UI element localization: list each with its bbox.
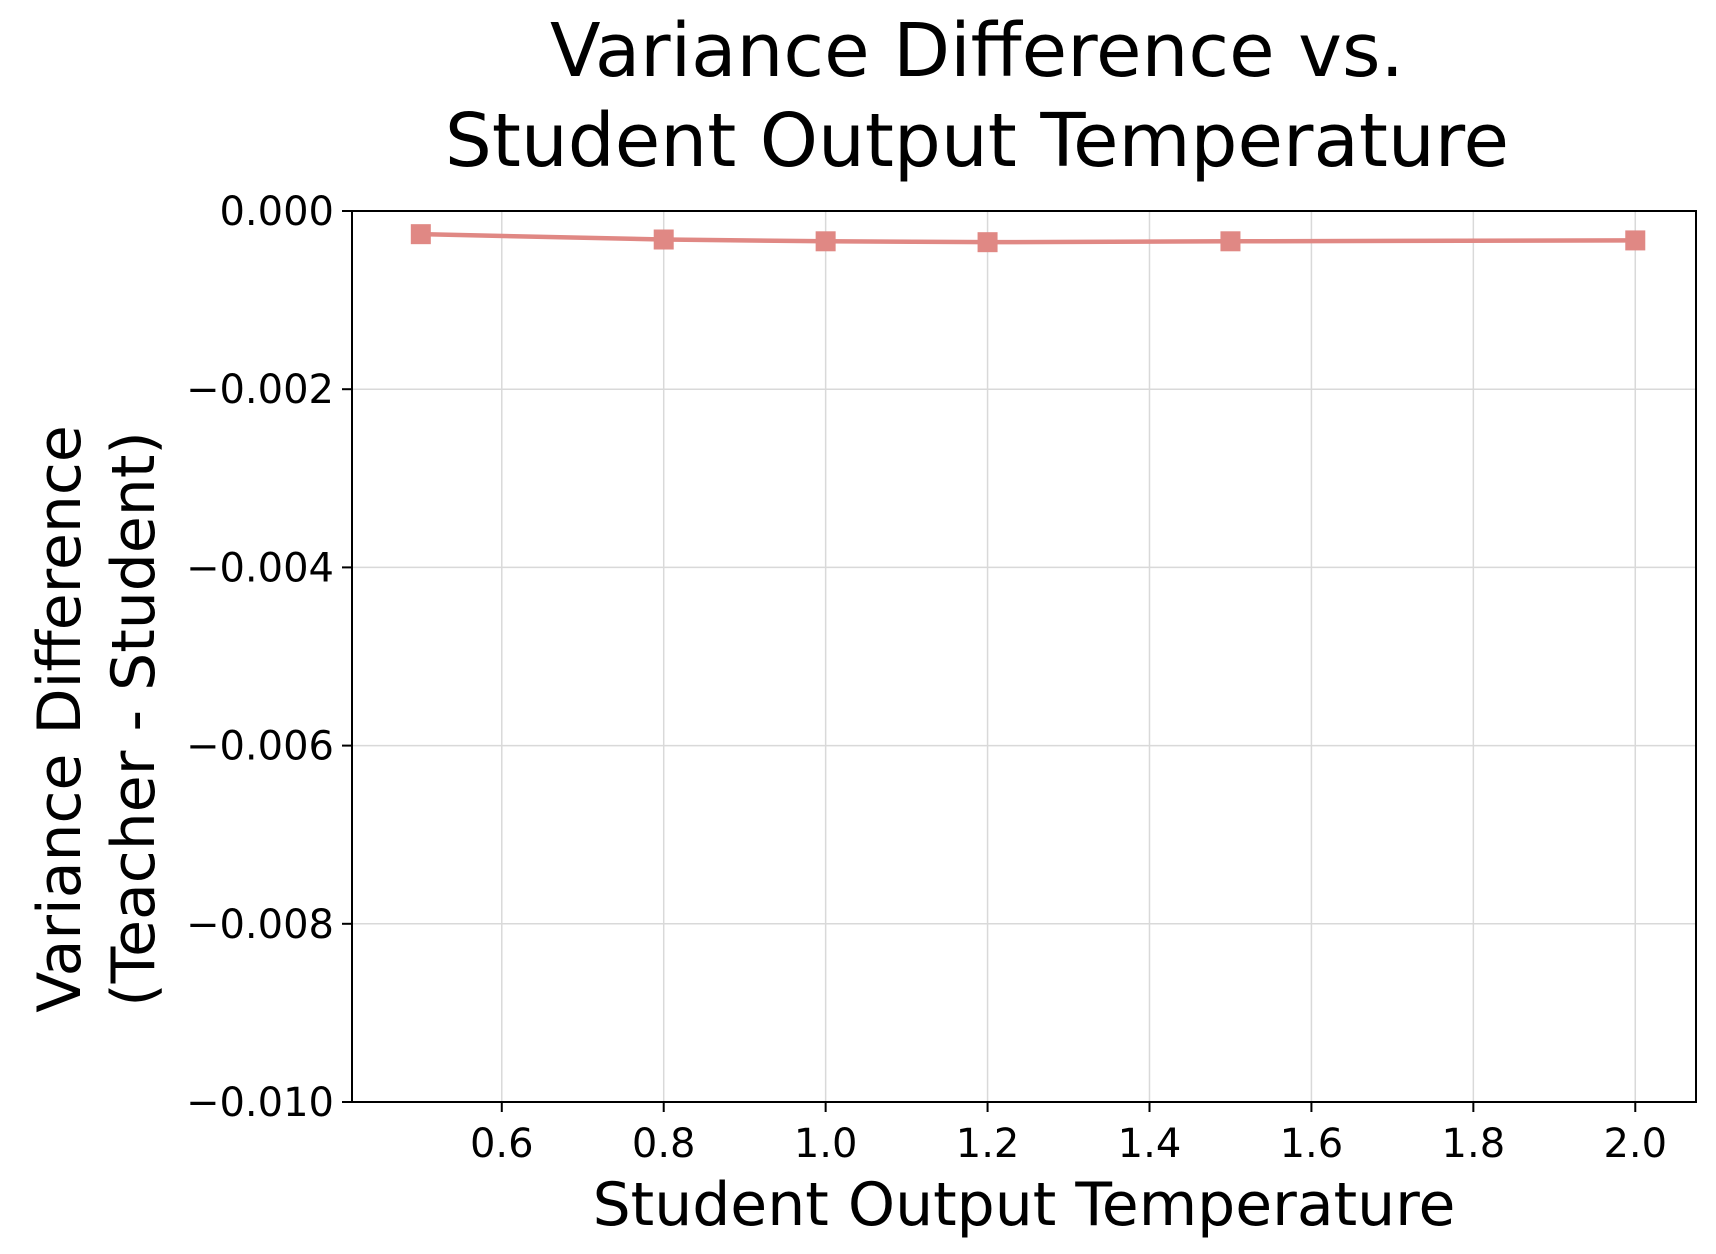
y-axis-label-line-2: (Teacher - Student) — [99, 431, 169, 1007]
series-layer — [410, 224, 1646, 253]
data-point-marker — [653, 229, 674, 250]
x-tick-label: 1.2 — [956, 1121, 1020, 1167]
x-axis-label: Student Output Temperature — [593, 1170, 1456, 1240]
data-point-marker — [1220, 231, 1241, 252]
x-tick-label: 2.0 — [1603, 1121, 1667, 1167]
chart-title-line-2: Student Output Temperature — [445, 98, 1509, 184]
y-tick-label: −0.008 — [186, 902, 334, 948]
y-axis-label-group: Variance Difference (Teacher - Student) — [25, 425, 169, 1013]
y-tick-label: 0.000 — [219, 189, 334, 235]
x-tick-label: 1.0 — [794, 1121, 858, 1167]
series-line — [420, 231, 1636, 245]
y-tick-label: −0.002 — [186, 367, 334, 413]
data-point-marker — [410, 224, 431, 245]
chart-title-line-1: Variance Difference vs. — [550, 8, 1404, 94]
data-point-marker — [977, 232, 998, 253]
data-point-marker — [1625, 230, 1646, 251]
x-tick-label: 0.6 — [470, 1121, 534, 1167]
y-tick-label: −0.004 — [186, 545, 334, 591]
x-axis-ticks: 0.6 0.8 1.0 1.2 1.4 1.6 1.8 2.0 — [470, 1102, 1667, 1167]
data-point-marker — [815, 231, 836, 252]
x-tick-label: 1.8 — [1442, 1121, 1506, 1167]
grid-layer — [352, 210, 1696, 1103]
y-axis-label-line-1: Variance Difference — [25, 425, 95, 1013]
y-tick-label: −0.010 — [186, 1080, 334, 1126]
y-axis-ticks: 0.000 −0.002 −0.004 −0.006 −0.008 −0.010 — [186, 189, 352, 1126]
x-tick-label: 1.6 — [1280, 1121, 1344, 1167]
x-tick-label: 1.4 — [1118, 1121, 1182, 1167]
x-tick-label: 0.8 — [632, 1121, 696, 1167]
plot-area-frame — [351, 210, 1697, 1103]
y-tick-label: −0.006 — [186, 724, 334, 770]
